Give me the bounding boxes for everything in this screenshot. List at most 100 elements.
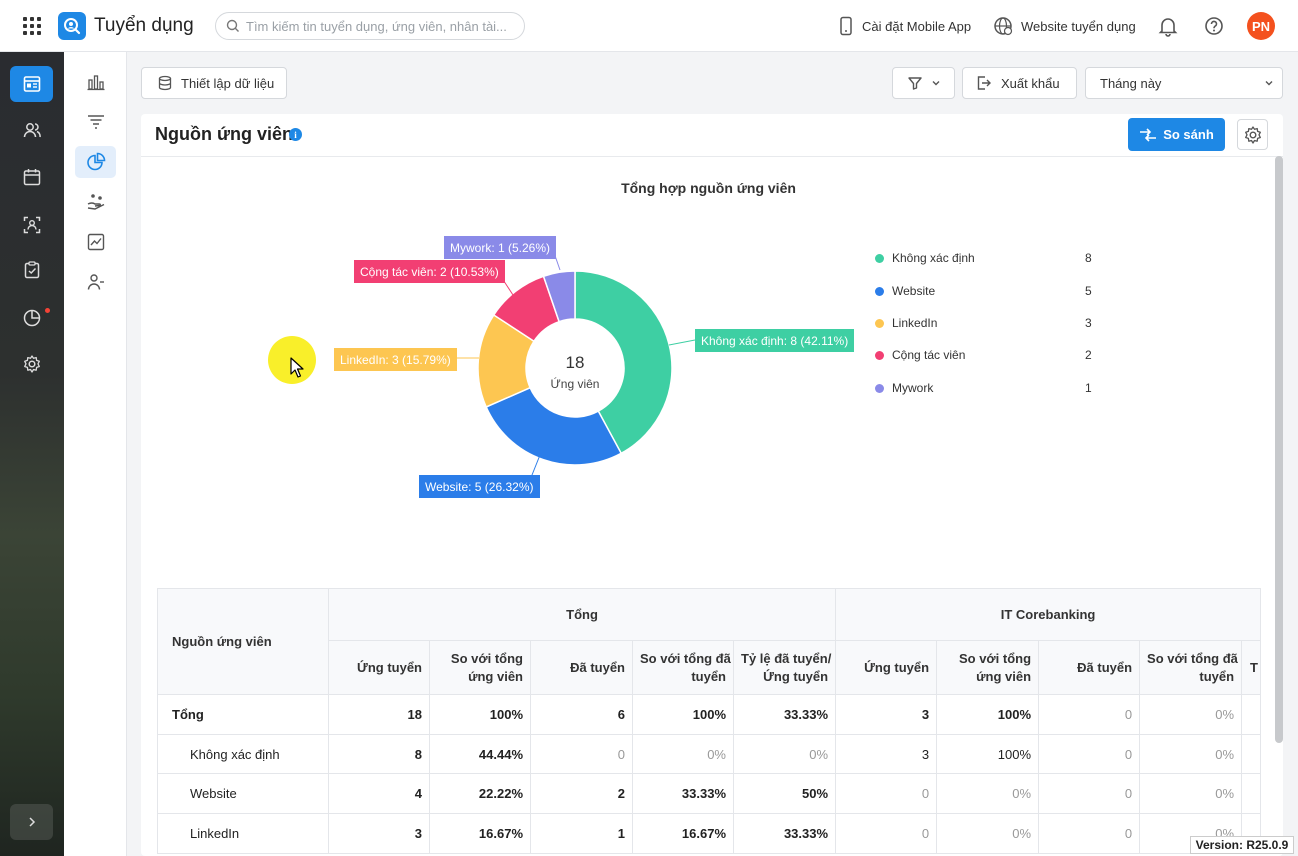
header-group-it: IT Corebanking [835,588,1262,641]
line-chart-icon[interactable] [75,226,116,258]
legend-value: 2 [1085,348,1092,362]
chevron-down-icon [1265,81,1273,86]
donut-slice-4[interactable] [542,270,576,323]
table-cell: 18 [328,694,430,735]
legend-item-cong-tac-vien[interactable]: Cộng tác viên 2 [875,345,1095,365]
filter-button[interactable] [892,67,955,99]
table-cell: 33.33% [732,694,837,735]
bar-chart-icon[interactable] [75,66,116,98]
table-cell: 0% [732,734,837,774]
expand-nav-button[interactable] [10,804,53,840]
header-hired[interactable]: Đã tuyển [530,640,633,695]
chart-title: Tổng hợp nguồn ứng viên [621,180,796,196]
row-source-name: Website [157,773,329,814]
header-vs-total-hired[interactable]: So với tổng đã tuyển [1139,640,1243,695]
table-cell [1241,694,1262,735]
legend-label: Website [892,284,936,298]
period-select[interactable]: Tháng này [1085,67,1283,99]
nav-candidates-icon[interactable] [10,112,53,148]
funnel-icon[interactable] [75,106,116,138]
table-cell: 100% [936,734,1040,774]
website-link[interactable]: Website tuyển dụng [993,16,1136,36]
legend-dot [875,383,884,393]
table-cell: 2 [530,773,633,814]
table-row: Không xác định 8 44.44% 0 0% 0% 3 100% 0 0% [157,734,1262,774]
info-icon[interactable]: i [289,128,302,141]
table-cell: 16.67% [632,813,734,854]
header-vs-total-applied[interactable]: So với tổng ứng viên [429,640,531,695]
legend-label: LinkedIn [892,316,938,330]
table-cell: 6 [530,694,633,735]
nav-reports-icon[interactable] [10,300,53,336]
chevron-right-icon [28,817,35,827]
legend-item-website[interactable]: Website 5 [875,281,1095,301]
legend-item-mywork[interactable]: Mywork 1 [875,378,1095,398]
vertical-scrollbar[interactable] [1275,156,1283,743]
bell-icon[interactable] [1156,14,1180,38]
legend-item-khong-xac-dinh[interactable]: Không xác định 8 [875,248,1095,268]
nav-settings-icon[interactable] [10,346,53,382]
nav-dashboard-icon[interactable] [10,66,53,102]
donut-slice-0[interactable] [574,270,673,455]
help-icon[interactable] [1202,14,1226,38]
export-button[interactable]: Xuất khẩu [962,67,1077,99]
table-cell: 0% [936,813,1040,854]
table-cell: 3 [835,694,938,735]
table-cell: 0 [1038,694,1141,735]
user-minus-icon[interactable] [75,266,116,298]
table-cell: 50% [732,773,837,814]
table-cell: 100% [936,694,1040,735]
legend-label: Không xác định [892,251,975,265]
legend-item-linkedin[interactable]: LinkedIn 3 [875,313,1095,333]
pie-chart-icon[interactable] [75,146,116,178]
avatar[interactable]: PN [1247,12,1275,40]
table-cell: 100% [632,694,734,735]
website-label: Website tuyển dụng [1021,18,1136,34]
table-cell [1241,734,1262,774]
table-cell: 3 [835,734,938,774]
nav-interview-icon[interactable] [10,207,53,243]
data-setup-button[interactable]: Thiết lập dữ liệu [141,67,287,99]
export-icon [977,76,991,90]
donut-center-value: 18 [566,353,585,372]
nav-tasks-icon[interactable] [10,252,53,288]
compare-label: So sánh [1163,127,1214,142]
legend-value: 1 [1085,381,1092,395]
search-box[interactable] [215,12,525,40]
header-vs-total-applied[interactable]: So với tổng ứng viên [936,640,1040,695]
phone-icon [840,16,852,36]
table-cell: 33.33% [632,773,734,814]
data-label-khong-xac-dinh: Không xác định: 8 (42.11%) [695,329,855,352]
chevron-down-icon [932,81,940,86]
table-cell: 0 [835,813,938,854]
nav-calendar-icon[interactable] [10,159,53,195]
header-ratio[interactable]: Tỷ lệ đã tuyển/Ứng tuyển [732,640,837,695]
row-source-name: Không xác định [157,734,329,774]
table-row: Tổng 18 100% 6 100% 33.33% 3 100% 0 0% [157,694,1262,735]
legend-dot [875,318,884,328]
hand-people-icon[interactable] [75,186,116,218]
table-cell: 0 [835,773,938,814]
compare-button[interactable]: So sánh [1128,118,1225,151]
legend-label: Cộng tác viên [892,348,966,362]
header-cut: T [1241,640,1262,695]
legend-value: 5 [1085,284,1092,298]
legend-label: Mywork [892,381,934,395]
header-vs-total-hired[interactable]: So với tổng đã tuyển [632,640,734,695]
header-hired[interactable]: Đã tuyển [1038,640,1141,695]
header-applied[interactable]: Ứng tuyển [835,640,938,695]
app-logo-icon[interactable] [58,11,86,40]
gear-icon[interactable] [1237,119,1268,150]
table-cell: 0 [1038,773,1141,814]
mobile-app-link[interactable]: Cài đặt Mobile App [838,16,971,36]
header-applied[interactable]: Ứng tuyển [328,640,430,695]
donut-slice-1[interactable] [485,386,623,466]
table-cell: 4 [328,773,430,814]
table-row: LinkedIn 3 16.67% 1 16.67% 33.33% 0 0% 0 0% [157,813,1262,854]
table-cell: 0% [1139,694,1243,735]
legend-dot [875,253,884,263]
search-input[interactable] [246,18,506,34]
legend-dot [875,286,884,296]
apps-grid-icon[interactable] [22,16,42,36]
